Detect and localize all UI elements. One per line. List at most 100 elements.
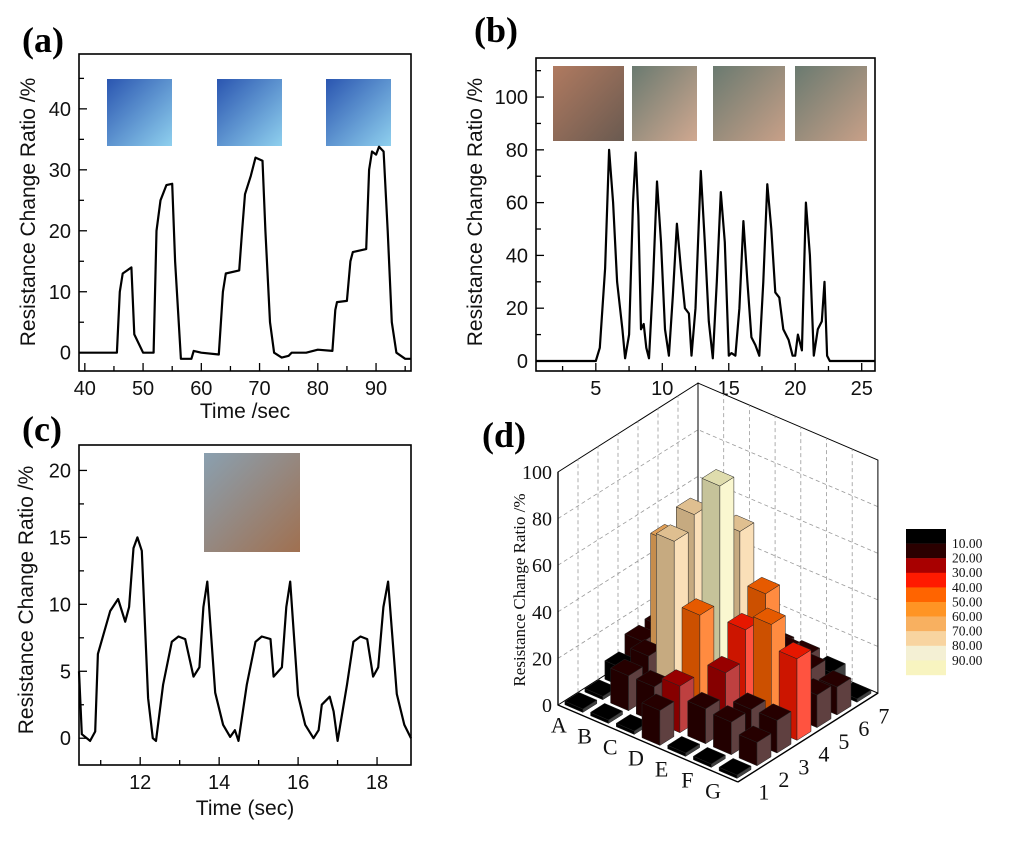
bar-top-face: [590, 703, 624, 721]
z-tick-label: 80: [532, 509, 552, 531]
z-tick-label: 60: [532, 555, 552, 577]
legend-swatch: [906, 558, 946, 573]
row-label: A: [551, 713, 567, 738]
bar-B1: [590, 703, 624, 724]
bar-F1: [692, 747, 726, 768]
y-tick-label: 20: [49, 460, 71, 482]
z-tick-label: 40: [532, 602, 552, 624]
bar-right-face: [796, 649, 812, 741]
finger-straight-photo: [107, 79, 172, 146]
bar-E1: [667, 736, 701, 757]
y-axis-title: Resistance Change Ratio /%: [17, 78, 40, 346]
y-tick-label: 40: [506, 245, 528, 267]
col-label: 7: [878, 703, 889, 728]
x-tick-label: 40: [74, 378, 96, 400]
axis-line: [557, 704, 739, 783]
row-label: F: [681, 768, 693, 793]
legend-swatch: [906, 587, 946, 603]
y-tick-label: 5: [60, 661, 71, 683]
bar-top-face: [610, 658, 644, 677]
bar-top-face: [667, 736, 701, 754]
bar-A1: [564, 692, 598, 713]
legend-swatch: [906, 616, 946, 632]
z-gridline: [557, 569, 879, 659]
row-label: D: [628, 746, 644, 771]
bar-top-face: [818, 670, 852, 688]
x-tick-label: 50: [132, 378, 154, 400]
bar-top-face: [707, 655, 741, 674]
bar-E2: [687, 691, 721, 745]
axis-line: [737, 692, 879, 783]
x-tick-label: 18: [366, 772, 388, 794]
bar-top-face: [747, 576, 781, 595]
legend-swatch: [906, 645, 946, 661]
col-label: 6: [858, 716, 869, 741]
bar-top-face: [752, 607, 786, 625]
panel-label-b: (b): [474, 10, 518, 50]
z-tick-label: 100: [522, 462, 552, 484]
bar-top-face: [681, 598, 715, 616]
row-label: C: [603, 735, 618, 760]
y-tick-label: 40: [49, 99, 71, 121]
bar-F2: [712, 705, 746, 756]
panel-label-d: (d): [482, 415, 526, 455]
y-tick-label: 80: [506, 140, 528, 162]
bar-top-face: [692, 747, 726, 765]
y-tick-label: 60: [506, 193, 528, 215]
z-gridline: [557, 429, 879, 519]
x-axis-title: Time /sec: [200, 400, 290, 423]
x-tick-label: 25: [851, 378, 873, 400]
legend-label: 20.00: [952, 551, 983, 566]
legend-swatch: [906, 602, 946, 617]
chart-a: 40 50 60 70 80 90 0 10 20 30 40 Time /sec Resistance…: [17, 53, 412, 423]
x-tick-label: 60: [190, 378, 212, 400]
bar-top-face: [701, 469, 735, 487]
y-tick-label: 0: [60, 728, 71, 750]
z-axis-title: Resistance Change Ratio /%: [510, 493, 529, 686]
color-legend: 10.0020.0030.0040.0050.0060.0070.0080.00…: [906, 529, 983, 676]
col-label: 4: [818, 742, 829, 767]
knee-bent-photo-2: [713, 66, 785, 141]
y-tick-label: 20: [49, 221, 71, 243]
legend-swatch: [906, 572, 946, 588]
z-gridline: [557, 522, 879, 613]
legend-swatch: [906, 631, 946, 646]
legend-label: 60.00: [952, 609, 983, 624]
bar-top-face: [687, 691, 721, 710]
y-tick-label: 15: [49, 527, 71, 549]
finger-half-bent-photo: [217, 79, 282, 146]
row-label: G: [705, 779, 721, 804]
plot-frame: [78, 444, 412, 766]
legend-swatch: [906, 543, 946, 559]
finger-bent-photo: [326, 79, 391, 146]
y-tick-label: 0: [60, 343, 71, 365]
x-tick-label: 10: [651, 378, 673, 400]
legend-label: 40.00: [952, 580, 983, 595]
row-label: E: [655, 757, 668, 782]
bar-top-face: [778, 641, 812, 660]
bar-G2: [738, 725, 772, 767]
chart-b: 510152025020406080100Time /secResistance…: [464, 57, 876, 426]
panel-label-a: (a): [22, 20, 64, 60]
bar-top-face: [712, 705, 746, 723]
z-gridline: [557, 475, 879, 566]
x-tick-label: 5: [590, 378, 601, 400]
col-label: 2: [778, 767, 789, 792]
knee-sensor-photo: [553, 66, 624, 141]
y-tick-label: 10: [49, 594, 71, 616]
knee-bent-photo-3: [795, 66, 867, 141]
bar-top-face: [732, 692, 766, 710]
chart-c: 12 14 16 18 0 5 10 15 20 Time (sec) Resistance Cha…: [15, 444, 412, 820]
plot-frame: [535, 57, 876, 372]
bar-top-face: [718, 758, 752, 776]
y-tick-label: 0: [517, 351, 528, 373]
x-axis-title: Time (sec): [196, 797, 294, 820]
col-label: 1: [758, 780, 769, 805]
bar-top-face: [738, 725, 772, 743]
bar-top-face: [641, 693, 675, 711]
neck-sensor-photo: [204, 453, 300, 552]
bar-top-face: [661, 669, 695, 687]
x-tick-label: 70: [248, 378, 270, 400]
